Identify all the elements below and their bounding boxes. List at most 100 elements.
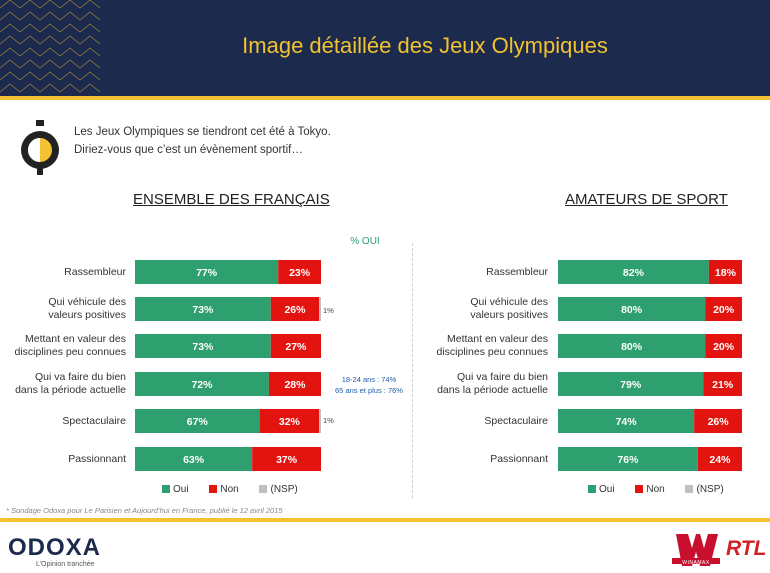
- bar-oui: [558, 409, 695, 433]
- bar-oui: [558, 297, 706, 321]
- bar-non: [278, 260, 321, 284]
- legend-label-oui: Oui: [599, 484, 615, 495]
- footer-accent-rule: [0, 518, 770, 522]
- bar-value-label: 32%: [279, 416, 301, 428]
- bar-value-label: 26%: [284, 304, 306, 316]
- bar-non: [705, 297, 742, 321]
- chart-title-amateurs: AMATEURS DE SPORT: [565, 191, 728, 208]
- bar-oui: [135, 372, 269, 396]
- category-label: Qui va faire du bien dans la période actu…: [437, 371, 548, 396]
- bar-oui: [135, 447, 253, 471]
- bar-value-label: 82%: [623, 267, 645, 279]
- bar-value-label: 63%: [183, 454, 205, 466]
- bar-value-label: 76%: [617, 454, 639, 466]
- bar-non: [252, 447, 321, 471]
- bar-value-label: 80%: [621, 341, 643, 353]
- bar-value-label: 72%: [191, 379, 213, 391]
- bar-non: [708, 260, 742, 284]
- bar-value-label: 74%: [616, 416, 638, 428]
- rtl-logo: RTL: [726, 537, 767, 560]
- age-note-1: 18-24 ans : 74%: [341, 375, 397, 384]
- legend-label-oui: Oui: [173, 484, 189, 495]
- nsp-note-2: 1%: [323, 416, 334, 425]
- pct-oui-label: % OUI: [350, 236, 380, 247]
- bar-non: [259, 409, 320, 433]
- bar-value-label: 23%: [289, 267, 311, 279]
- bar-oui: [558, 260, 709, 284]
- bar-non: [697, 447, 742, 471]
- winamax-logo-text: WINAMAX: [682, 560, 710, 566]
- chart-title-ensemble: ENSEMBLE DES FRANÇAIS: [133, 191, 330, 208]
- bar-oui: [558, 334, 706, 358]
- legend-label-non: Non: [220, 484, 239, 495]
- legend-swatch-non: [635, 485, 644, 494]
- legend-swatch-nsp: [259, 485, 268, 494]
- bar-oui: [558, 372, 704, 396]
- bar-non: [705, 334, 742, 358]
- question-line-1: Les Jeux Olympiques se tiendront cet été…: [74, 126, 331, 138]
- legend-swatch-oui: [162, 485, 170, 494]
- category-label: Rassembleur: [64, 265, 126, 278]
- legend-right: Oui Non (NSP): [588, 484, 742, 495]
- legend-swatch-oui: [588, 485, 596, 494]
- bar-value-label: 18%: [715, 267, 737, 279]
- category-label: Qui véhicule des valeurs positives: [48, 296, 126, 321]
- bar-oui: [135, 297, 271, 321]
- bar-value-label: 77%: [196, 267, 218, 279]
- bar-value-label: 80%: [621, 304, 643, 316]
- bar-oui: [135, 260, 279, 284]
- bar-non: [270, 297, 320, 321]
- question-line-2: Diriez-vous que c’est un évènement sport…: [74, 144, 303, 156]
- bar-nsp: [319, 297, 321, 321]
- legend-label-nsp: (NSP): [696, 484, 724, 495]
- page-title: Image détaillée des Jeux Olympiques: [242, 33, 608, 58]
- odoxa-logo: ODOXA: [8, 534, 102, 561]
- legend-swatch-nsp: [685, 485, 694, 494]
- category-label: Spectaculaire: [62, 414, 126, 427]
- bar-non: [268, 372, 321, 396]
- bar-oui: [135, 409, 260, 433]
- bar-oui: [135, 334, 271, 358]
- bar-value-label: 27%: [285, 341, 307, 353]
- age-note-2: 65 ans et plus : 76%: [335, 386, 403, 395]
- bar-value-label: 79%: [620, 379, 642, 391]
- bar-value-label: 20%: [713, 304, 735, 316]
- legend-swatch-non: [209, 485, 218, 494]
- bar-non: [270, 334, 321, 358]
- bar-oui: [558, 447, 698, 471]
- legend-left: Oui Non (NSP): [162, 484, 316, 495]
- header-pattern: [0, 0, 100, 93]
- bar-non: [694, 409, 742, 433]
- bar-value-label: 26%: [708, 416, 730, 428]
- stopwatch-icon: [21, 120, 59, 175]
- bar-value-label: 37%: [276, 454, 298, 466]
- header-accent-rule: [0, 96, 770, 100]
- category-label: Passionnant: [68, 452, 126, 465]
- nsp-note-1: 1%: [323, 306, 334, 315]
- bar-value-label: 73%: [192, 341, 214, 353]
- footnote: * Sondage Odoxa pour Le Parisien et Aujo…: [6, 506, 283, 515]
- bar-value-label: 21%: [712, 379, 734, 391]
- legend-label-non: Non: [646, 484, 665, 495]
- odoxa-tagline: L’Opinion tranchée: [36, 561, 95, 568]
- bar-nsp: [319, 409, 321, 433]
- bar-value-label: 73%: [192, 304, 214, 316]
- category-label: Qui va faire du bien dans la période actu…: [15, 371, 126, 396]
- column-divider: [412, 243, 413, 498]
- category-label: Mettant en valeur des disciplines peu con…: [436, 333, 549, 358]
- category-label: Rassembleur: [486, 265, 548, 278]
- category-label: Mettant en valeur des disciplines peu con…: [14, 333, 127, 358]
- legend-label-nsp: (NSP): [270, 484, 298, 495]
- category-label: Spectaculaire: [484, 414, 548, 427]
- header-banner: Image détaillée des Jeux Olympiques: [0, 0, 770, 96]
- bar-value-label: 24%: [709, 454, 731, 466]
- bar-value-label: 20%: [713, 341, 735, 353]
- category-label: Passionnant: [490, 452, 548, 465]
- bar-value-label: 28%: [284, 379, 306, 391]
- bar-non: [703, 372, 742, 396]
- category-label: Qui véhicule des valeurs positives: [470, 296, 548, 321]
- bar-value-label: 67%: [187, 416, 209, 428]
- winamax-logo: [672, 534, 720, 566]
